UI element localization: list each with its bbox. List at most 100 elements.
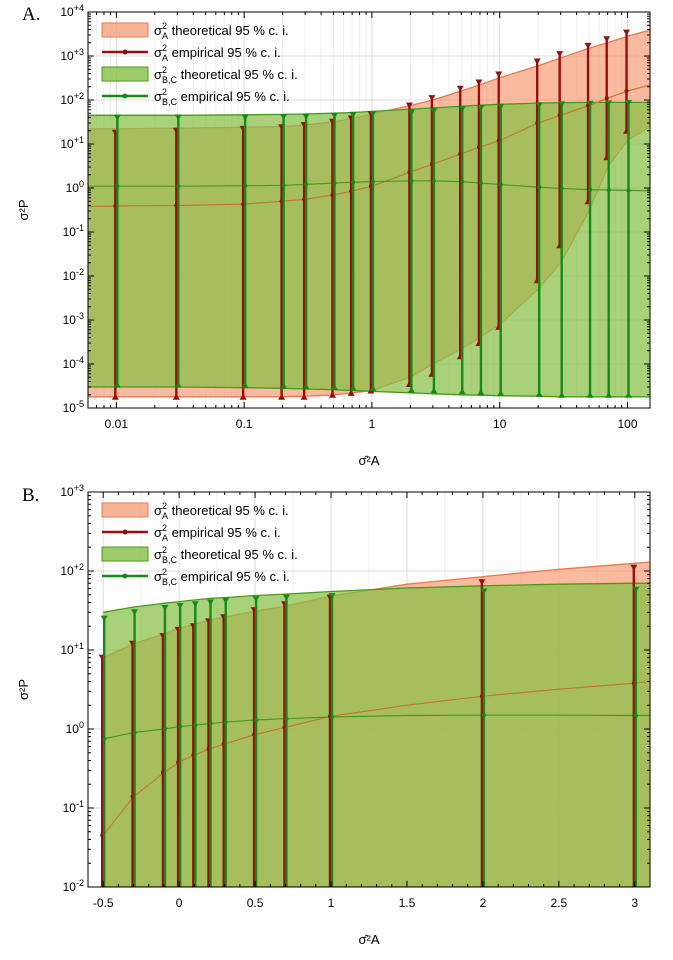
a-empirical-error-bar-median-point bbox=[604, 96, 609, 101]
bc-empirical-error-bar-median-point bbox=[132, 730, 137, 735]
bc-empirical-error-bar-upper-cap bbox=[558, 101, 566, 108]
a-empirical-error-bar-upper-cap bbox=[556, 51, 564, 58]
bc-empirical-error-bar-upper-cap bbox=[458, 106, 466, 113]
x-tick-label: 2 bbox=[480, 896, 487, 910]
bc-empirical-error-bar-median-point bbox=[626, 188, 631, 193]
bc-empirical-error-bar bbox=[586, 100, 594, 398]
bc-empirical-error-bar bbox=[207, 599, 215, 887]
bc-empirical-error-bar-median-point bbox=[115, 184, 120, 189]
bc-empirical-error-bar-median-point bbox=[193, 723, 198, 728]
y-tick-label: 10-3 bbox=[63, 311, 84, 327]
y-tick-label: 10-5 bbox=[63, 399, 84, 415]
bc-empirical-error-bar-lower-cap bbox=[280, 382, 288, 389]
y-axis: 10-2 10-1 100 10+1 10+2 10+3 bbox=[60, 483, 650, 894]
legend: σ2 A theoretical 95 % c. i.σ2 A empirical … bbox=[101, 501, 298, 587]
plot-frame bbox=[87, 491, 651, 888]
bc-empirical-error-bar bbox=[280, 114, 288, 389]
bc-empirical-error-bar-median-point bbox=[102, 736, 107, 741]
bc-empirical-error-bar-lower-cap bbox=[430, 387, 438, 394]
bc-empirical-error-bar bbox=[477, 104, 485, 396]
panel-label: B. bbox=[22, 485, 39, 506]
x-tick-label: 0.5 bbox=[247, 896, 264, 910]
bc-theoretical-band bbox=[88, 102, 650, 397]
legend-item: σ2 B,C theoretical 95 % c. i. bbox=[101, 65, 298, 85]
bc-empirical-error-bar-upper-cap bbox=[176, 603, 184, 610]
bc-empirical-error-bar-upper-cap bbox=[624, 100, 632, 107]
y-tick-label: 10-1 bbox=[63, 223, 84, 239]
x-tick-label: 2.5 bbox=[551, 896, 568, 910]
bc-empirical-error-bar-median-point bbox=[162, 727, 167, 731]
legend-marker bbox=[122, 573, 128, 579]
bc-empirical-error-bar-lower-cap bbox=[458, 388, 466, 395]
bc-empirical-error-bar-upper-cap bbox=[282, 594, 290, 601]
a-empirical-error-bar-upper-cap bbox=[533, 58, 541, 65]
bc-empirical-error-bar-median-point bbox=[243, 183, 248, 188]
y-axis: 10-5 10-4 10-3 10-2 10-1 100 10+1 10+2 10+3 10+4 bbox=[60, 3, 650, 415]
legend-item: σ2 A empirical 95 % c. i. bbox=[102, 523, 281, 543]
bc-empirical-error-bar-upper-cap bbox=[302, 113, 310, 120]
x-tick-label: 1 bbox=[369, 417, 376, 431]
a-empirical-error-bar-upper-cap bbox=[495, 71, 503, 78]
plot-frame bbox=[87, 11, 651, 409]
bc-empirical-error-bar-median-point bbox=[588, 187, 593, 192]
bc-empirical-error-bar bbox=[174, 114, 182, 388]
bc-empirical-error-bar bbox=[330, 112, 338, 391]
bc-empirical-error-bar-upper-cap bbox=[535, 102, 543, 109]
bc-empirical-error-bar bbox=[349, 111, 357, 391]
bc-empirical-error-bar bbox=[605, 100, 613, 398]
bc-empirical-error-bar-median-point bbox=[351, 180, 356, 185]
bc-empirical-error-bar-median-point bbox=[431, 178, 436, 183]
y-tick-label: 10+3 bbox=[60, 47, 84, 63]
bc-empirical-error-bar-lower-cap bbox=[113, 381, 121, 388]
y-tick-label: 10-4 bbox=[63, 355, 84, 371]
x-tick-label: 1 bbox=[328, 896, 335, 910]
a-empirical-error-bar-lower-cap bbox=[347, 389, 355, 396]
bc-empirical-error-bar-lower-cap bbox=[497, 389, 505, 396]
y-tick-label: 100 bbox=[66, 179, 84, 195]
a-empirical-error-bar-lower-cap bbox=[328, 391, 336, 398]
a-empirical-error-bar-median-point bbox=[624, 89, 629, 94]
a-empirical-error-bar-upper-cap bbox=[405, 102, 413, 109]
bc-empirical-error-bar-lower-cap bbox=[349, 384, 357, 391]
bc-empirical-error-bar-median-point bbox=[281, 183, 286, 188]
bc-empirical-error-bar-upper-cap bbox=[100, 615, 108, 622]
bc-empirical-error-bar-upper-cap bbox=[497, 103, 505, 110]
bc-empirical-error-bar bbox=[497, 103, 505, 396]
y-tick-label: 10+2 bbox=[60, 562, 84, 578]
bc-empirical-error-bar-median-point bbox=[208, 721, 213, 726]
bc-empirical-error-bar-upper-cap bbox=[328, 593, 336, 600]
a-empirical-error-bar bbox=[603, 36, 611, 161]
legend-item: σ2 B,C theoretical 95 % c. i. bbox=[101, 545, 298, 565]
bc-empirical-error-bar bbox=[407, 109, 415, 393]
bc-empirical-error-bar-median-point bbox=[478, 180, 483, 185]
bc-empirical-error-bar bbox=[369, 111, 377, 392]
x-tick-label: 0.01 bbox=[105, 417, 129, 431]
bc-empirical-error-bar-lower-cap bbox=[586, 391, 594, 398]
panel-a-chart: 0.01 0.1 1 10 100 10-5 10-4 10-3 10-2 10-1 100 10+1… bbox=[16, 3, 651, 468]
bc-empirical-error-bar-upper-cap bbox=[222, 597, 230, 604]
bc-empirical-error-bar bbox=[458, 106, 466, 395]
a-empirical-error-bar-lower-cap bbox=[278, 393, 286, 400]
bc-empirical-error-bar-lower-cap bbox=[330, 384, 338, 391]
bc-empirical-error-bar-upper-cap bbox=[369, 111, 377, 118]
legend-item: σ2 A theoretical 95 % c. i. bbox=[101, 501, 289, 521]
bc-empirical-error-bar-upper-cap bbox=[191, 601, 199, 608]
a-empirical-error-bar-upper-cap bbox=[584, 42, 592, 49]
a-theoretical-median-line bbox=[88, 84, 650, 208]
legend-swatch bbox=[101, 546, 149, 562]
panel-label: A. bbox=[22, 4, 40, 25]
bc-theoretical-band-upper-edge bbox=[88, 101, 650, 116]
y-tick-label: 10+1 bbox=[60, 641, 84, 657]
legend: σ2 A theoretical 95 % c. i.σ2 A empirical … bbox=[101, 21, 298, 107]
bc-empirical-error-bar-lower-cap bbox=[535, 390, 543, 397]
bc-empirical-error-bar-upper-cap bbox=[586, 100, 594, 107]
bc-empirical-error-bar-median-point bbox=[284, 716, 289, 721]
y-tick-label: 10+3 bbox=[60, 483, 84, 499]
bc-empirical-error-bar-lower-cap bbox=[241, 382, 249, 389]
bc-empirical-error-bar-upper-cap bbox=[161, 605, 169, 612]
bc-empirical-error-bar-median-point bbox=[330, 714, 335, 719]
bc-empirical-error-bar-upper-cap bbox=[430, 108, 438, 115]
a-empirical-error-bar-upper-cap bbox=[428, 95, 436, 102]
a-empirical-error-bar-upper-cap bbox=[478, 579, 486, 586]
bc-empirical-error-bar-median-point bbox=[178, 724, 183, 729]
